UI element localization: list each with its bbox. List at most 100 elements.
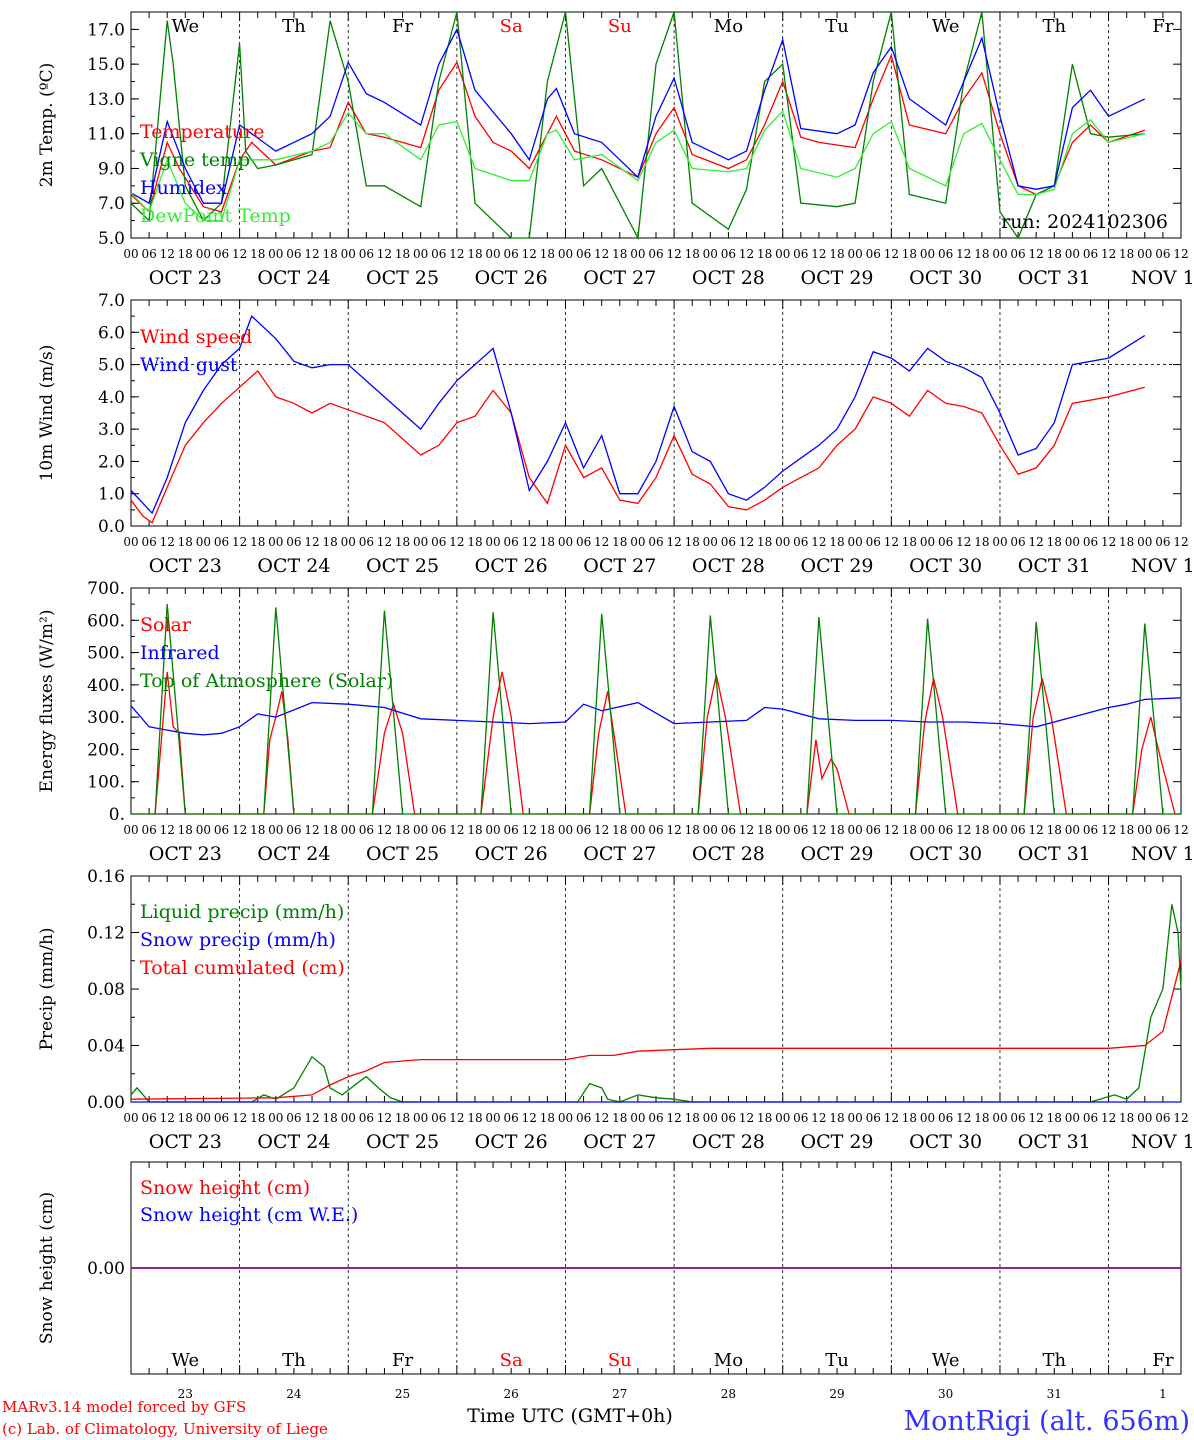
precip-hour-label: 00 bbox=[341, 1111, 356, 1125]
precip-hour-label: 06 bbox=[141, 1111, 156, 1125]
wind-hour-label: 00 bbox=[992, 535, 1007, 549]
temp-hour-label: 12 bbox=[522, 247, 537, 261]
energy-date-label: OCT 24 bbox=[257, 843, 330, 865]
energy-date-label: NOV 1 bbox=[1131, 843, 1194, 865]
wind-ytick-label: 2.0 bbox=[98, 452, 125, 472]
temp-dow-label: We bbox=[171, 16, 199, 37]
snow-day-number: 1 bbox=[1159, 1387, 1167, 1401]
snow-dow-label: Th bbox=[1042, 1350, 1066, 1371]
energy-hour-label: 06 bbox=[359, 823, 374, 837]
energy-ytick-label: 100. bbox=[87, 773, 125, 793]
energy-hour-label: 18 bbox=[467, 823, 482, 837]
precip-hour-label: 12 bbox=[304, 1111, 319, 1125]
precip-date-label: OCT 29 bbox=[801, 1131, 874, 1153]
energy-ytick-label: 0. bbox=[109, 805, 125, 825]
wind-hour-label: 12 bbox=[1101, 535, 1116, 549]
wind-hour-label: 12 bbox=[666, 535, 681, 549]
precip-hour-label: 06 bbox=[576, 1111, 591, 1125]
energy-hour-label: 12 bbox=[594, 823, 609, 837]
precip-hour-label: 06 bbox=[1083, 1111, 1098, 1125]
wind-hour-label: 18 bbox=[829, 535, 844, 549]
energy-hour-label: 12 bbox=[377, 823, 392, 837]
temp-hour-label: 18 bbox=[322, 247, 337, 261]
precip-hour-label: 18 bbox=[250, 1111, 265, 1125]
temp-hour-label: 06 bbox=[431, 247, 446, 261]
energy-hour-label: 12 bbox=[304, 823, 319, 837]
precip-date-label: OCT 28 bbox=[692, 1131, 765, 1153]
precip-hour-label: 00 bbox=[413, 1111, 428, 1125]
temp-dow-label: Sa bbox=[500, 16, 523, 37]
wind-hour-label: 00 bbox=[920, 535, 935, 549]
temp-hour-label: 12 bbox=[449, 247, 464, 261]
temp-hour-label: 00 bbox=[630, 247, 645, 261]
precip-date-label: OCT 26 bbox=[475, 1131, 548, 1153]
energy-hour-label: 06 bbox=[504, 823, 519, 837]
wind-hour-label: 18 bbox=[1047, 535, 1062, 549]
snow-dow-label: Tu bbox=[825, 1350, 849, 1371]
energy-ytick-label: 300. bbox=[87, 708, 125, 728]
precip-ytick-label: 0.04 bbox=[87, 1037, 125, 1057]
temp-hour-label: 12 bbox=[232, 247, 247, 261]
wind-hour-label: 06 bbox=[866, 535, 881, 549]
energy-legend-entry: Infrared bbox=[140, 642, 220, 664]
energy-hour-label: 00 bbox=[1137, 823, 1152, 837]
precip-panel: 0.00 0.04 0.08 0.12 0.16 Precip (mm/h) Liquid … bbox=[37, 867, 1194, 1153]
temp-hour-label: 12 bbox=[594, 247, 609, 261]
wind-hour-label: 18 bbox=[540, 535, 555, 549]
energy-hour-label: 00 bbox=[485, 823, 500, 837]
wind-hour-label: 00 bbox=[703, 535, 718, 549]
temp-hour-label: 12 bbox=[884, 247, 899, 261]
temp-dow-label: Th bbox=[1042, 16, 1066, 37]
wind-series-wind-speed bbox=[130, 370, 1145, 524]
temp-hour-label: 00 bbox=[992, 247, 1007, 261]
temp-hour-label: 00 bbox=[196, 247, 211, 261]
snow-dow-label: Fr bbox=[392, 1350, 413, 1371]
temp-dow-label: Su bbox=[608, 16, 632, 37]
energy-hour-label: 18 bbox=[757, 823, 772, 837]
wind-date-label: OCT 23 bbox=[149, 555, 222, 577]
precip-hour-label: 00 bbox=[847, 1111, 862, 1125]
temp-hour-label: 12 bbox=[1101, 247, 1116, 261]
temp-hour-label: 06 bbox=[576, 247, 591, 261]
wind-hour-label: 12 bbox=[594, 535, 609, 549]
temp-hour-label: 00 bbox=[123, 247, 138, 261]
precip-hour-label: 18 bbox=[322, 1111, 337, 1125]
wind-hour-label: 12 bbox=[811, 535, 826, 549]
snow-dow-label: Mo bbox=[714, 1350, 743, 1371]
precip-hour-label: 00 bbox=[485, 1111, 500, 1125]
temp-ytick-label: 7.0 bbox=[98, 194, 125, 214]
wind-hour-label: 12 bbox=[884, 535, 899, 549]
energy-hour-label: 12 bbox=[739, 823, 754, 837]
wind-hour-label: 06 bbox=[1155, 535, 1170, 549]
temp-hour-label: 00 bbox=[847, 247, 862, 261]
snow-legend-entry: Snow height (cm W.E.) bbox=[140, 1204, 358, 1226]
temp-dow-label: We bbox=[932, 16, 960, 37]
snow-day-number: 27 bbox=[612, 1387, 627, 1401]
temp-hour-label: 06 bbox=[504, 247, 519, 261]
temp-hour-label: 00 bbox=[485, 247, 500, 261]
temp-hour-label: 00 bbox=[558, 247, 573, 261]
wind-frame bbox=[130, 299, 1182, 527]
energy-hour-label: 06 bbox=[141, 823, 156, 837]
precip-hour-label: 06 bbox=[1010, 1111, 1025, 1125]
precip-legend-entry: Total cumulated (cm) bbox=[140, 957, 345, 979]
precip-hour-label: 18 bbox=[612, 1111, 627, 1125]
energy-hour-label: 18 bbox=[974, 823, 989, 837]
energy-hour-label: 12 bbox=[232, 823, 247, 837]
precip-hour-label: 12 bbox=[232, 1111, 247, 1125]
temp-date-label: OCT 25 bbox=[366, 267, 439, 289]
wind-hour-label: 00 bbox=[196, 535, 211, 549]
wind-series-wind-gust bbox=[130, 314, 1146, 515]
snow-panel: 0.00 Snow height (cm) Snow height (cm) Snow… bbox=[37, 1161, 1182, 1401]
energy-legend-entry: Top of Atmosphere (Solar) bbox=[140, 670, 393, 692]
temp-hour-label: 06 bbox=[793, 247, 808, 261]
wind-ytick-label: 4.0 bbox=[98, 388, 125, 408]
wind-hour-label: 12 bbox=[1029, 535, 1044, 549]
wind-hour-label: 18 bbox=[612, 535, 627, 549]
temp-dow-label: Fr bbox=[1152, 16, 1173, 37]
wind-hour-label: 00 bbox=[847, 535, 862, 549]
precip-date-label: OCT 24 bbox=[257, 1131, 330, 1153]
precip-hour-label: 06 bbox=[793, 1111, 808, 1125]
energy-date-label: OCT 31 bbox=[1018, 843, 1091, 865]
temp-hour-label: 18 bbox=[540, 247, 555, 261]
